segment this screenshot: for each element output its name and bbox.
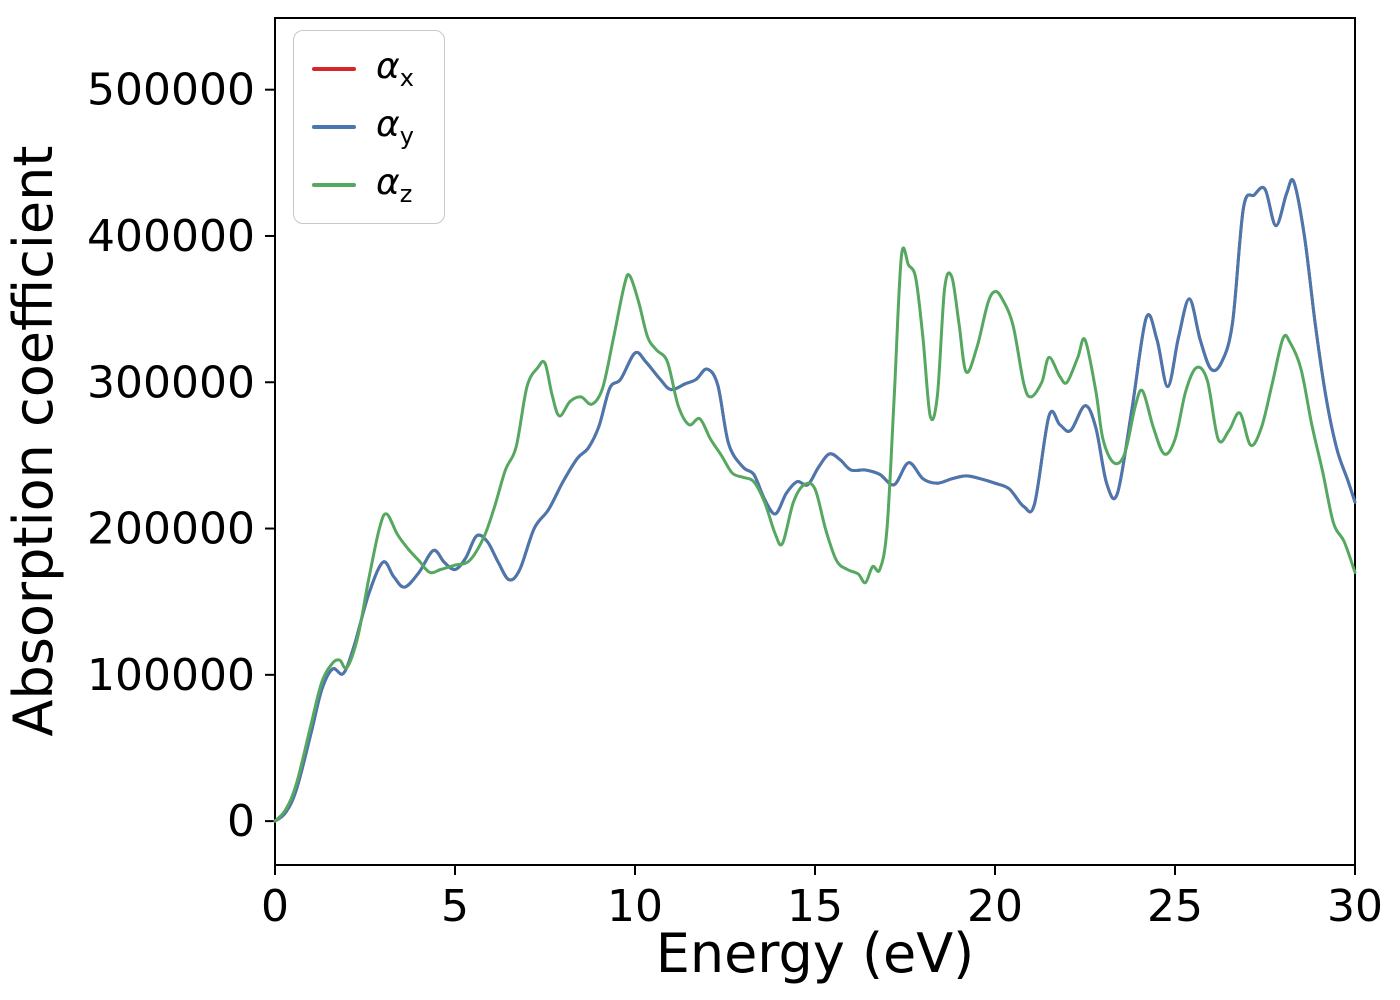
x-tick-label: 5: [441, 881, 469, 932]
y-tick-label: 200000: [87, 504, 255, 555]
legend-entry-alpha_y: αy: [312, 103, 414, 151]
x-tick-label: 30: [1327, 881, 1383, 932]
x-tick-label: 10: [607, 881, 663, 932]
series-line-alpha_x: [273, 178, 1357, 823]
y-tick-label: 500000: [87, 65, 255, 116]
x-tick-label: 20: [967, 881, 1023, 932]
legend-line-swatch-alpha_y: [312, 125, 356, 129]
y-tick-label: 100000: [87, 650, 255, 701]
y-tick-label: 0: [227, 796, 255, 847]
legend-label-alpha_x: αx: [376, 46, 414, 93]
series-lines: [273, 178, 1357, 823]
legend-line-swatch-alpha_x: [312, 67, 356, 71]
legend-entry-alpha_x: αx: [312, 45, 414, 93]
x-axis-label: Energy (eV): [656, 922, 975, 985]
legend: αx αy αz: [293, 30, 445, 224]
series-line-alpha_y: [273, 178, 1357, 823]
x-tick-label: 0: [261, 881, 289, 932]
y-axis-label: Absorption coefficient: [2, 146, 65, 737]
y-tick-label: 300000: [87, 357, 255, 408]
legend-label-alpha_y: αy: [376, 103, 414, 151]
series-line-alpha_z: [273, 246, 1357, 823]
x-tick-label: 25: [1147, 881, 1203, 932]
x-tick-label: 15: [787, 881, 843, 932]
axes: 0 5 10 15 20 25 30 0 100000 200000 300000 400000 500…: [87, 17, 1383, 932]
legend-label-alpha_z: αz: [376, 161, 413, 209]
legend-entry-alpha_z: αz: [312, 161, 414, 209]
y-tick-label: 400000: [87, 211, 255, 262]
legend-line-swatch-alpha_z: [312, 183, 356, 187]
